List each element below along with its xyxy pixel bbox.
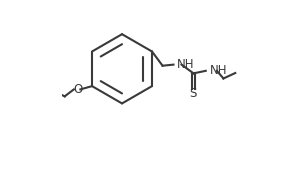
Text: NH: NH (210, 64, 227, 77)
Text: O: O (73, 83, 83, 96)
Text: NH: NH (177, 58, 194, 71)
Text: S: S (189, 88, 197, 100)
